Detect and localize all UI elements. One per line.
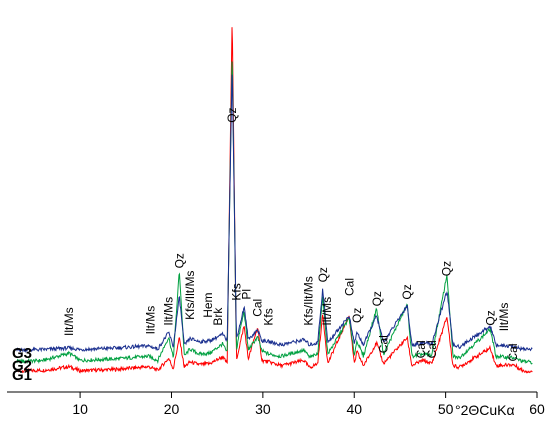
peak-annotation: Kfs/Ilt/Ms xyxy=(302,276,316,325)
peak-annotation: Qz xyxy=(483,310,497,325)
peak-annotation: Qz xyxy=(173,253,187,268)
peak-annotation: Ilt/Ms xyxy=(144,306,158,335)
peak-annotation: Ilt/Ms xyxy=(62,307,76,336)
peak-annotation: Pl xyxy=(239,289,253,300)
x-tick-label: 50 xyxy=(438,401,454,417)
peak-annotation: Cal xyxy=(506,343,520,361)
peak-annotation: Qz xyxy=(400,284,414,299)
peak-annotation: Brk xyxy=(211,307,225,326)
x-axis-ticks: 10 20 30 40 50 60 xyxy=(72,392,545,417)
peak-annotation: Ilt/Ms xyxy=(320,297,334,326)
peak-annotation: Kfs xyxy=(261,308,275,325)
trace-label-g2: G2 xyxy=(12,358,32,375)
x-tick-label: 30 xyxy=(255,401,271,417)
trace-g2 xyxy=(16,61,533,365)
trace-label-g1: G1 xyxy=(12,367,32,384)
peak-annotation: Qz xyxy=(440,261,454,276)
peak-annotation: Qz xyxy=(370,291,384,306)
peak-annotation: Qz xyxy=(225,107,239,122)
x-tick-label: 60 xyxy=(529,401,545,417)
x-tick-label: 40 xyxy=(346,401,362,417)
peak-annotation: Cal xyxy=(377,335,391,353)
peak-annotation: Kfs xyxy=(229,283,243,300)
x-axis-label: °2ΘCuKα xyxy=(455,402,515,418)
peak-annotation: Cal xyxy=(414,340,428,358)
x-tick-label: 10 xyxy=(72,401,88,417)
peak-annotation: Cal xyxy=(425,340,439,358)
trace-g3 xyxy=(15,74,533,354)
peak-annotation: Ilt/Ms xyxy=(497,303,511,332)
trace-label-g3: G3 xyxy=(12,345,32,362)
peak-annotation: Qz xyxy=(350,308,364,323)
trace-g1 xyxy=(15,27,533,374)
peak-annotation: Kfs/Ilt/Ms xyxy=(183,271,197,320)
peak-annotation: Cal xyxy=(343,278,357,296)
diffraction-traces xyxy=(15,27,533,374)
peak-annotation: Hem xyxy=(201,292,215,317)
peak-annotation: Cal xyxy=(250,299,264,317)
peak-annotation: Qz xyxy=(316,267,330,282)
x-tick-label: 20 xyxy=(164,401,180,417)
peak-annotation: Ilt/Ms xyxy=(162,297,176,326)
